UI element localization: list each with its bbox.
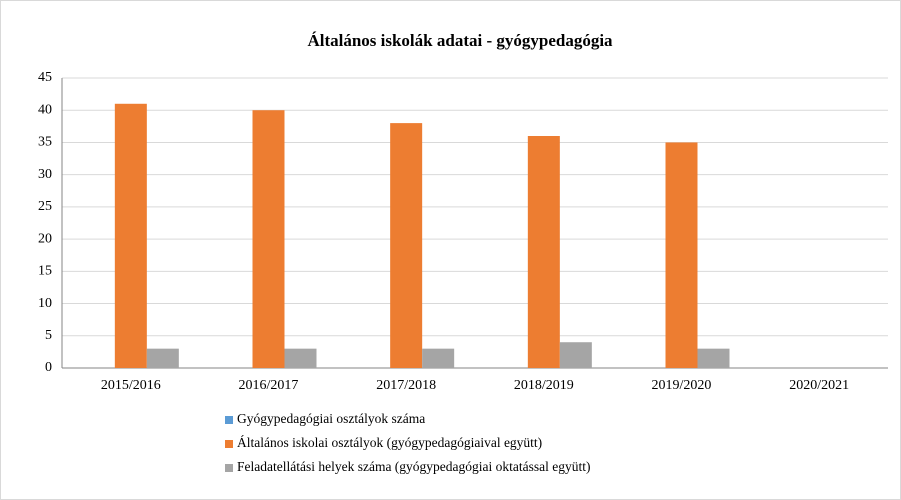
x-tick-label: 2017/2018 <box>376 378 436 393</box>
y-tick-label: 40 <box>38 102 52 117</box>
y-tick-label: 15 <box>38 264 52 279</box>
y-tick-label: 25 <box>38 199 52 214</box>
bar <box>284 348 317 368</box>
legend-swatch <box>225 440 233 448</box>
y-tick-label: 10 <box>38 296 52 311</box>
bar <box>252 110 285 368</box>
y-tick-label: 5 <box>45 328 52 343</box>
x-tick-label: 2016/2017 <box>239 378 299 393</box>
x-tick-label: 2020/2021 <box>789 378 849 393</box>
legend-swatch <box>225 416 233 424</box>
bar <box>114 103 147 369</box>
y-tick-label: 35 <box>38 135 52 150</box>
x-tick-label: 2018/2019 <box>514 378 574 393</box>
bar <box>665 142 698 368</box>
chart-title: Általános iskolák adatai - gyógypedagógi… <box>307 31 613 50</box>
y-tick-label: 30 <box>38 167 52 182</box>
y-tick-label: 45 <box>38 70 52 85</box>
x-tick-label: 2019/2020 <box>652 378 712 393</box>
bar <box>146 348 179 368</box>
legend-label: Általános iskolai osztályok (gyógypedagó… <box>237 435 542 450</box>
bar <box>697 348 730 368</box>
y-tick-label: 0 <box>45 360 52 375</box>
y-tick-label: 20 <box>38 231 52 246</box>
bar <box>559 342 592 368</box>
bar <box>527 136 560 368</box>
legend-label: Feladatellátási helyek száma (gyógypedag… <box>237 459 591 474</box>
x-tick-label: 2015/2016 <box>101 378 161 393</box>
legend-label: Gyógypedagógiai osztályok száma <box>237 411 425 426</box>
legend-swatch <box>225 464 233 472</box>
bar <box>390 123 423 368</box>
bar <box>422 348 455 368</box>
